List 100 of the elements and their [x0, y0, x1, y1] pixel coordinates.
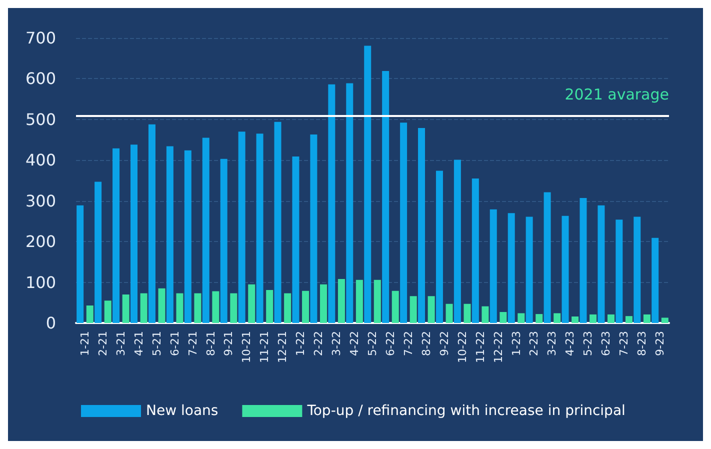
bar	[446, 304, 453, 323]
y-tick-label: 100	[25, 272, 56, 292]
x-tick-label: 2-23	[528, 331, 541, 356]
bar	[112, 148, 120, 323]
legend-label: New loans	[146, 403, 218, 419]
bar	[382, 70, 390, 323]
x-tick-label: 4-21	[132, 331, 146, 356]
x-tick-label: 5-21	[150, 331, 164, 356]
x-tick-label: 11-21	[258, 331, 272, 363]
x-tick-label: 5-22	[366, 331, 379, 356]
bar	[580, 198, 587, 323]
ref-line-label: 2021 avarage	[564, 85, 669, 104]
x-tick-label: 1-23	[510, 331, 523, 356]
bar	[346, 83, 354, 323]
x-tick-label: 1-21	[78, 331, 92, 356]
bar	[284, 293, 292, 323]
bar	[508, 213, 515, 323]
bar	[274, 122, 282, 323]
y-tick-label: 300	[25, 191, 56, 210]
y-tick-label: 700	[25, 28, 56, 48]
bar	[86, 305, 94, 323]
bar	[598, 205, 605, 323]
x-tick-label: 7-22	[402, 331, 415, 356]
bar	[418, 128, 426, 323]
bar	[374, 280, 381, 323]
bar	[572, 316, 579, 323]
y-tick-label: 600	[25, 69, 56, 88]
x-tick-label: 3-23	[546, 331, 559, 356]
x-tick-label: 10-22	[456, 331, 469, 363]
bar	[454, 160, 461, 323]
x-tick-label: 6-22	[384, 331, 397, 356]
bar	[428, 296, 435, 323]
x-tick-label: 10-21	[240, 331, 254, 363]
bar	[320, 284, 327, 323]
bar	[310, 134, 318, 323]
bar	[652, 238, 659, 323]
bar	[410, 296, 417, 323]
bar	[500, 312, 507, 323]
bar	[518, 313, 525, 323]
x-tick-label: 5-23	[582, 331, 595, 356]
x-tick-label: 9-23	[654, 331, 667, 356]
bar	[464, 304, 471, 323]
bar	[634, 216, 641, 323]
x-tick-label: 12-22	[492, 331, 505, 363]
x-tick-label: 6-23	[600, 331, 613, 356]
bar	[256, 134, 264, 323]
x-tick-label: 1-22	[294, 331, 308, 356]
x-tick-label: 4-22	[348, 331, 362, 356]
bar	[590, 314, 597, 323]
x-tick-label: 2-21	[96, 331, 110, 356]
bar	[392, 290, 399, 323]
bar	[76, 205, 84, 323]
x-tick-label: 8-21	[204, 331, 218, 356]
x-tick-label: 9-21	[222, 331, 236, 356]
bar	[104, 300, 112, 323]
x-tick-label: 8-23	[636, 331, 649, 356]
bar	[220, 158, 228, 323]
bar	[148, 124, 156, 323]
x-tick-label: 8-22	[420, 331, 433, 356]
bar	[472, 178, 479, 323]
bar	[356, 280, 363, 323]
y-tick-label: 400	[25, 150, 56, 170]
bar	[202, 138, 210, 323]
bar	[526, 216, 533, 323]
bar	[302, 290, 310, 323]
bar	[490, 209, 497, 323]
bar	[436, 170, 443, 323]
bar	[536, 314, 543, 323]
bar	[364, 46, 372, 323]
x-tick-label: 7-21	[186, 331, 200, 356]
bar	[616, 220, 623, 323]
bar	[166, 146, 174, 323]
bar	[248, 284, 256, 323]
legend-label: Top-up / refinancing with increase in principal	[306, 403, 626, 419]
bar	[482, 306, 489, 323]
bar	[338, 279, 345, 323]
y-tick-label: 200	[25, 232, 56, 252]
x-tick-label: 3-22	[330, 331, 344, 356]
bar	[625, 316, 632, 323]
bar	[238, 132, 246, 323]
x-tick-label: 2-22	[312, 331, 326, 356]
bar	[266, 290, 274, 323]
x-tick-label: 7-23	[618, 331, 631, 356]
bar	[158, 288, 166, 323]
x-tick-label: 12-21	[276, 331, 290, 363]
bar	[230, 293, 238, 323]
bar	[328, 84, 336, 323]
x-tick-label: 11-22	[474, 331, 487, 363]
bar	[554, 313, 561, 323]
x-tick-label: 9-22	[438, 331, 451, 356]
bar	[562, 216, 569, 323]
bar	[212, 291, 220, 323]
y-tick-label: 500	[25, 110, 56, 129]
bar	[140, 293, 148, 323]
bar	[292, 156, 300, 323]
bar	[544, 192, 551, 323]
bar	[94, 182, 102, 323]
bar	[608, 314, 615, 323]
x-tick-label: 3-21	[114, 331, 128, 356]
bar	[122, 294, 130, 323]
